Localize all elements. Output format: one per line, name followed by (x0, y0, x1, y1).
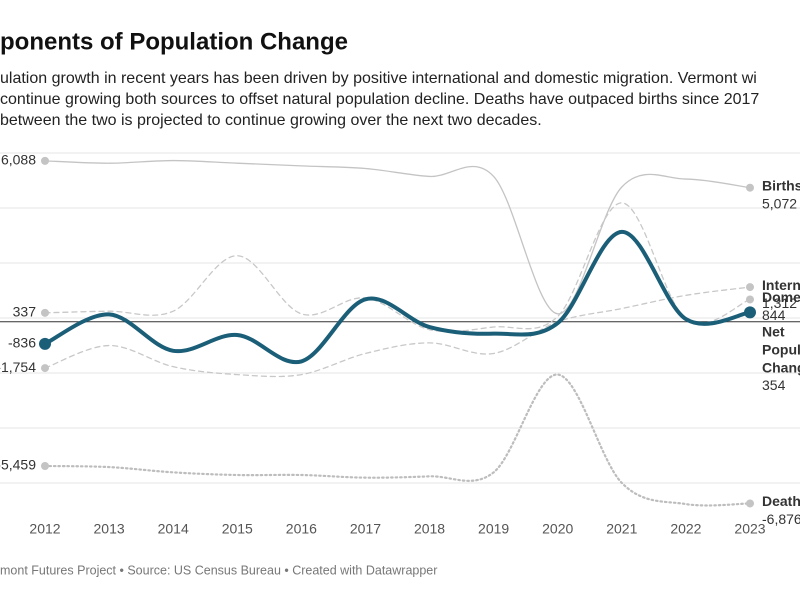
x-tick-label: 2015 (222, 521, 253, 537)
start-label: -836 (8, 335, 36, 351)
x-tick-label: 2014 (158, 521, 189, 537)
x-tick-label: 2018 (414, 521, 445, 537)
x-tick-label: 2023 (734, 521, 765, 537)
legend-label: Intern (762, 277, 800, 293)
subtitle: continue growing both sources to offset … (0, 91, 759, 108)
end-dot (746, 283, 754, 292)
end-dot (41, 364, 49, 373)
x-tick-label: 2013 (94, 521, 125, 537)
end-dot (746, 183, 754, 192)
x-tick-label: 2022 (670, 521, 701, 537)
end-dot (39, 337, 51, 350)
end-dot (41, 156, 49, 165)
x-tick-label: 2012 (29, 521, 60, 537)
x-tick-label: 2016 (286, 521, 317, 537)
end-label: 844 (762, 307, 786, 323)
legend-label-line: Net (762, 323, 785, 339)
source: mont Futures Project • Source: US Census… (0, 563, 437, 577)
chart-title: ponents of Population Change (0, 28, 348, 55)
series-line (44, 202, 751, 333)
legend-label-line: Chang (762, 359, 800, 375)
legend-label-line: Popul (762, 341, 800, 357)
x-tick-label: 2021 (606, 521, 637, 537)
series-line (44, 286, 751, 378)
legend-label: Births (762, 177, 800, 193)
series-line (44, 159, 751, 315)
start-label: -1,754 (0, 359, 36, 375)
series-line (43, 229, 752, 365)
end-label: 354 (762, 377, 786, 393)
start-label: -5,459 (0, 457, 36, 473)
x-tick-label: 2019 (478, 521, 509, 537)
end-label: 1,312 (762, 295, 797, 311)
end-dot (746, 499, 754, 508)
subtitle: between the two is projected to continue… (0, 112, 542, 129)
legend-label: Death (762, 493, 800, 509)
end-label: 5,072 (762, 195, 797, 211)
end-label: -6,876 (762, 511, 800, 527)
end-dot (746, 295, 754, 304)
end-dot (41, 308, 49, 317)
subtitle: ulation growth in recent years has been … (0, 70, 757, 87)
legend-label: Dome (762, 289, 800, 305)
end-dot (41, 461, 49, 470)
end-dot (744, 306, 756, 319)
series-line (43, 373, 752, 507)
start-label: 6,088 (1, 152, 36, 168)
x-tick-label: 2017 (350, 521, 381, 537)
legend-label: Net Popul Chang (762, 323, 800, 375)
start-label: 337 (13, 304, 37, 320)
x-tick-label: 2020 (542, 521, 573, 537)
